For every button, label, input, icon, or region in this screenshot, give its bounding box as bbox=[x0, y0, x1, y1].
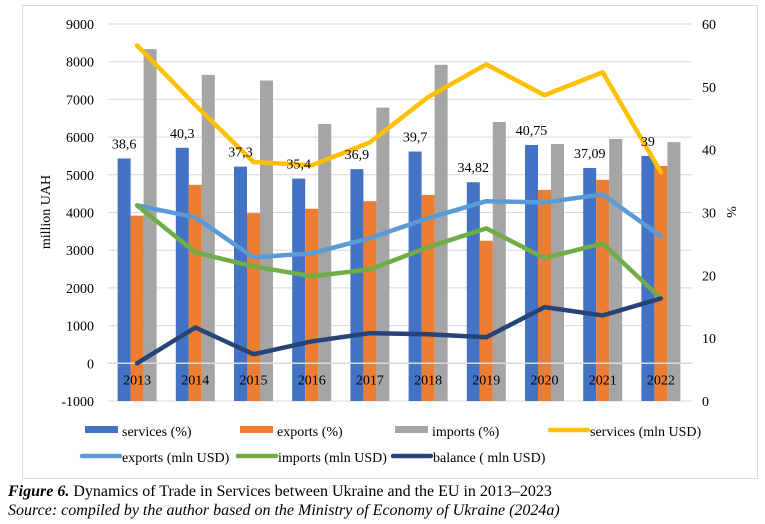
y-tick-label: 1000 bbox=[66, 320, 94, 335]
line-exports-mln-usd bbox=[134, 192, 664, 260]
y2-axis-title: % bbox=[723, 206, 738, 218]
legend-item: services (%) bbox=[85, 425, 192, 440]
data-label: 34,82 bbox=[458, 161, 490, 176]
bar-exports bbox=[596, 179, 610, 401]
y-tick-label: 7000 bbox=[66, 93, 94, 108]
legend-item: imports (mln USD) bbox=[235, 451, 387, 466]
y2-tick-label: 40 bbox=[702, 144, 716, 159]
legend-item: exports (%) bbox=[240, 425, 343, 440]
y-tick-label: -1000 bbox=[61, 395, 94, 410]
bars bbox=[108, 49, 692, 402]
legend-item: balance ( mln USD) bbox=[390, 451, 546, 466]
legend-label: imports (mln USD) bbox=[278, 451, 387, 466]
bar-exports bbox=[363, 201, 377, 401]
legend-label: balance ( mln USD) bbox=[433, 451, 546, 466]
y-tick-label: 6000 bbox=[66, 131, 94, 146]
bar-services bbox=[408, 151, 422, 401]
y2-tick-label: 50 bbox=[702, 81, 716, 96]
legend-swatch bbox=[395, 426, 428, 433]
y-tick-label: 4000 bbox=[66, 207, 94, 222]
y2-tick-label: 30 bbox=[702, 207, 716, 222]
data-label: 39,7 bbox=[403, 131, 428, 146]
bar-exports bbox=[188, 184, 202, 401]
line-balance-mln-usd bbox=[134, 296, 664, 366]
bar-imports bbox=[376, 107, 390, 402]
x-tick-label: 2022 bbox=[647, 373, 675, 388]
legend: services (%) exports (%) imports (%) servic… bbox=[79, 425, 702, 466]
bar-exports bbox=[421, 194, 435, 401]
data-label: 35,4 bbox=[286, 158, 311, 173]
x-tick-label: 2020 bbox=[531, 373, 559, 388]
bar-imports bbox=[318, 123, 332, 401]
bar-imports bbox=[609, 138, 623, 402]
legend-label: services (mln USD) bbox=[590, 425, 702, 440]
bar-imports bbox=[667, 142, 681, 402]
axes: 9000 8000 7000 6000 5000 4000 3000 2000 1000 0 -10… bbox=[61, 18, 716, 410]
data-label: 40,3 bbox=[170, 127, 195, 142]
bar-services bbox=[350, 169, 364, 401]
data-label: 38,6 bbox=[112, 137, 137, 152]
bar-services bbox=[525, 144, 538, 401]
bar-services bbox=[641, 155, 655, 401]
data-label: 37,09 bbox=[574, 147, 606, 162]
figure-title: Dynamics of Trade in Services between Uk… bbox=[69, 483, 552, 500]
legend-item: services (mln USD) bbox=[547, 425, 702, 440]
x-tick-label: 2018 bbox=[414, 373, 442, 388]
bar-imports bbox=[434, 64, 448, 401]
line-services-mln-usd bbox=[134, 43, 664, 175]
legend-item: exports (mln USD) bbox=[79, 451, 230, 466]
bar-exports bbox=[130, 215, 144, 401]
x-tick-label: 2015 bbox=[240, 373, 268, 388]
bar-exports bbox=[479, 240, 493, 401]
legend-label: services (%) bbox=[122, 425, 192, 440]
y2-tick-label: 60 bbox=[702, 18, 716, 33]
legend-swatch bbox=[240, 426, 273, 433]
y2-tick-label: 10 bbox=[702, 332, 716, 347]
x-tick-label: 2016 bbox=[298, 373, 326, 388]
figure-caption: Figure 6. Dynamics of Trade in Services … bbox=[8, 482, 560, 520]
y-axis-title: million UAH bbox=[39, 175, 54, 249]
figure-source: Source: compiled by the author based on … bbox=[8, 502, 560, 519]
x-tick-label: 2014 bbox=[181, 373, 209, 388]
bar-exports bbox=[654, 166, 668, 401]
x-tick-label: 2021 bbox=[589, 373, 617, 388]
bar-services bbox=[583, 167, 597, 401]
legend-item: imports (%) bbox=[395, 425, 500, 440]
bar-imports bbox=[201, 74, 215, 402]
legend-label: exports (mln USD) bbox=[122, 451, 230, 466]
bar-exports bbox=[538, 189, 551, 401]
y-tick-label: 9000 bbox=[66, 18, 94, 33]
line-imports-mln-usd bbox=[134, 203, 664, 301]
legend-label: imports (%) bbox=[432, 425, 500, 440]
y-tick-label: 3000 bbox=[66, 244, 94, 259]
bar-services bbox=[292, 178, 306, 401]
x-tick-label: 2017 bbox=[356, 373, 384, 388]
legend-label: exports (%) bbox=[277, 425, 343, 440]
y-tick-label: 0 bbox=[87, 357, 94, 372]
bar-imports bbox=[551, 144, 564, 402]
bar-services bbox=[117, 158, 131, 401]
y-tick-label: 8000 bbox=[66, 56, 94, 71]
bar-services bbox=[234, 166, 247, 401]
bar-services bbox=[466, 182, 480, 401]
y2-tick-label: 0 bbox=[702, 395, 709, 410]
y-tick-label: 2000 bbox=[66, 282, 94, 297]
y2-tick-label: 20 bbox=[702, 269, 716, 284]
data-label: 36,9 bbox=[345, 148, 370, 163]
bar-imports bbox=[143, 49, 157, 402]
data-label: 40,75 bbox=[516, 124, 548, 139]
x-tick-label: 2013 bbox=[123, 373, 151, 388]
y-tick-label: 5000 bbox=[66, 169, 94, 184]
legend-swatch bbox=[85, 426, 118, 433]
bar-exports bbox=[305, 208, 319, 401]
data-label: 37,3 bbox=[228, 146, 253, 161]
data-label: 39 bbox=[641, 135, 655, 150]
lines bbox=[134, 43, 664, 366]
bar-imports bbox=[492, 122, 506, 402]
x-tick-label: 2019 bbox=[472, 373, 500, 388]
figure-label: Figure 6. bbox=[8, 483, 70, 500]
data-labels: 38,6 40,3 37,3 35,4 36,9 39,7 34,82 40,75 37,09 3… bbox=[112, 124, 655, 176]
